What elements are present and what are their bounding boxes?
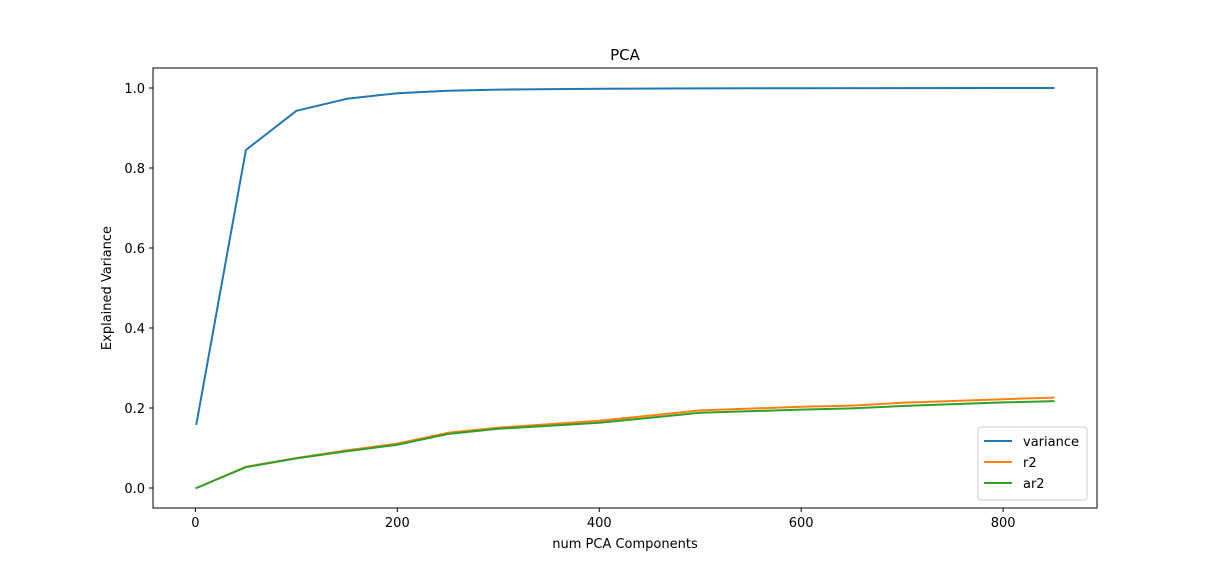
legend-label-r2: r2 (1023, 456, 1037, 471)
legend-label-ar2: ar2 (1023, 477, 1045, 492)
y-tick-label: 0.4 (124, 322, 145, 337)
plot-lines (195, 87, 1055, 490)
y-tick-label: 0.6 (124, 242, 145, 257)
legend: variance r2 ar2 (977, 426, 1088, 501)
y-axis-label: Explained Variance (100, 226, 115, 350)
legend-label-variance: variance (1023, 435, 1079, 450)
x-tick-label: 0 (191, 516, 199, 531)
y-tick-label: 1.0 (124, 82, 145, 97)
legend-box (977, 426, 1088, 501)
x-tick-label: 600 (789, 516, 814, 531)
axes: 0 200 400 600 800 0.0 0.2 0.4 0.6 0.8 1.0 (124, 82, 1015, 531)
x-tick-label: 200 (385, 516, 410, 531)
series-line-variance (195, 87, 1055, 426)
x-tick-label: 800 (991, 516, 1016, 531)
series-line-r2 (195, 396, 1055, 490)
y-tick-label: 0.8 (124, 162, 145, 177)
y-tick-label: 0.0 (124, 482, 145, 497)
x-axis-label: num PCA Components (552, 537, 698, 552)
series-line-ar2 (195, 400, 1055, 490)
chart-title: PCA (610, 46, 641, 64)
plot-frame (152, 67, 1098, 509)
y-tick-label: 0.2 (124, 402, 145, 417)
x-tick-label: 400 (587, 516, 612, 531)
